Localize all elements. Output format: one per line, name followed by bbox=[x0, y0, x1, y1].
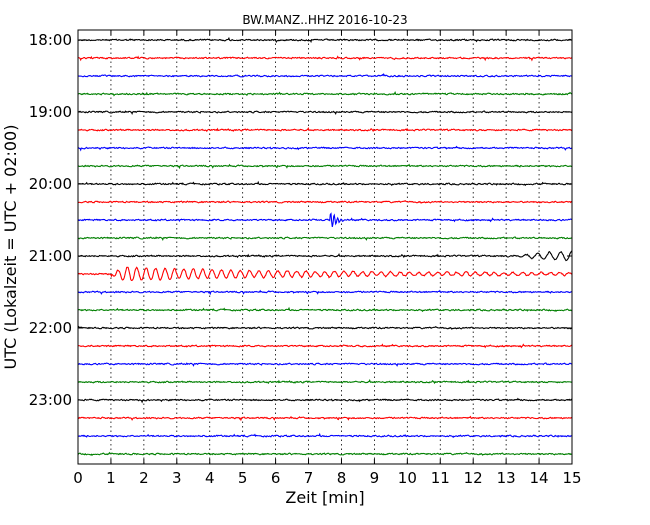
seismic-trace bbox=[77, 236, 573, 241]
plot-frame bbox=[77, 29, 573, 465]
seismic-trace bbox=[77, 289, 573, 296]
x-tick-label: 8 bbox=[337, 469, 347, 487]
seismic-trace bbox=[77, 451, 573, 457]
x-tick-label: 11 bbox=[431, 469, 450, 487]
seismic-trace bbox=[77, 212, 573, 228]
seismic-trace bbox=[77, 72, 573, 78]
seismic-trace bbox=[77, 127, 573, 133]
seismic-trace bbox=[77, 306, 573, 313]
x-tick-label: 3 bbox=[172, 469, 182, 487]
x-axis-label: Zeit [min] bbox=[285, 488, 364, 507]
x-tick-label: 0 bbox=[73, 469, 83, 487]
y-axis-label: UTC (Lokalzeit = UTC + 02:00) bbox=[1, 125, 20, 370]
seismic-trace bbox=[77, 343, 573, 349]
x-tick-label: 9 bbox=[370, 469, 380, 487]
chart-title: BW.MANZ..HHZ 2016-10-23 bbox=[242, 13, 407, 27]
x-tick-label: 5 bbox=[238, 469, 248, 487]
seismic-trace bbox=[77, 36, 573, 44]
x-tick-label: 7 bbox=[304, 469, 314, 487]
y-tick-label: 18:00 bbox=[29, 31, 72, 49]
y-tick-label: 20:00 bbox=[29, 175, 72, 193]
x-tick-label: 10 bbox=[398, 469, 417, 487]
seismic-trace bbox=[77, 432, 573, 439]
x-tick-label: 12 bbox=[464, 469, 483, 487]
seismic-trace bbox=[77, 378, 573, 385]
seismic-trace bbox=[77, 415, 573, 422]
seismic-trace bbox=[77, 145, 573, 152]
seismic-trace bbox=[77, 250, 573, 262]
y-tick-label: 19:00 bbox=[29, 103, 72, 121]
y-tick-label: 21:00 bbox=[29, 247, 72, 265]
x-tick-label: 6 bbox=[271, 469, 281, 487]
seismic-trace bbox=[77, 362, 573, 367]
seismic-trace bbox=[77, 110, 573, 115]
x-tick-label: 13 bbox=[497, 469, 516, 487]
seismic-trace bbox=[77, 180, 573, 187]
traces-group bbox=[77, 36, 573, 457]
seismic-trace bbox=[77, 91, 573, 97]
seismic-trace bbox=[77, 55, 573, 62]
grid-lines bbox=[110, 30, 540, 464]
x-tick-label: 15 bbox=[562, 469, 581, 487]
seismic-trace bbox=[77, 266, 573, 282]
x-ticks: 0 1 2 3 4 5 6 7 8 9 10 11 12 13 14 15 bbox=[73, 30, 582, 487]
seismic-trace bbox=[77, 325, 573, 330]
x-tick-label: 4 bbox=[205, 469, 215, 487]
seismic-trace bbox=[77, 397, 573, 404]
seismic-trace bbox=[77, 163, 573, 170]
seismic-trace bbox=[77, 199, 573, 204]
y-tick-label: 23:00 bbox=[29, 391, 72, 409]
x-tick-label: 14 bbox=[530, 469, 549, 487]
y-tick-label: 22:00 bbox=[29, 319, 72, 337]
y-ticks: 18:00 19:00 20:00 21:00 22:00 23:00 bbox=[29, 31, 572, 409]
x-tick-label: 1 bbox=[106, 469, 116, 487]
x-tick-label: 2 bbox=[139, 469, 149, 487]
